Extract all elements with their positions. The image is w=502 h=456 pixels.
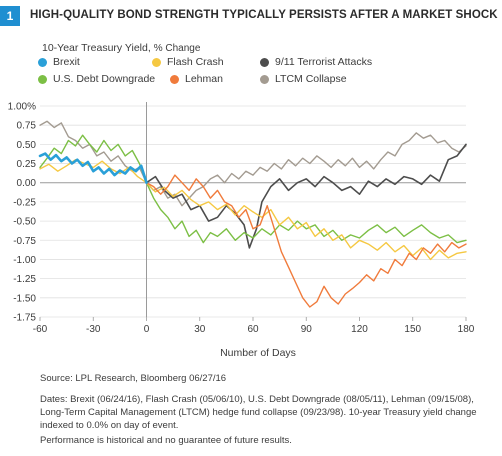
x-tick-label: 180 [458,324,475,335]
y-tick-label: -1.25 [13,274,36,285]
legend-item-lehman: Lehman [170,73,223,85]
legend-swatch-flash-crash [152,57,161,67]
gridlines [40,102,466,318]
figure-number-badge: 1 [0,6,20,26]
legend-swatch-debt-downgrade [38,74,47,84]
disclaimer: Performance is historical and no guarant… [40,435,292,446]
y-tick-label: 0.00 [17,178,37,189]
y-tick-label: 0.50 [17,140,37,151]
y-tick-label: -0.50 [13,217,36,228]
series-line-flash-crash [39,159,467,261]
chart-title: HIGH-QUALITY BOND STRENGTH TYPICALLY PER… [30,9,498,21]
legend-swatch-911 [260,57,269,67]
y-tick-label: 1.00% [8,102,36,113]
line-chart: 1.00% 0.75 0.50 0.25 0.00 -0.25 -0.50 -0.75 -1.0… [8,102,475,360]
legend-label: Flash Crash [167,56,224,68]
legend-item-brexit: Brexit [38,56,80,68]
legend-label: 9/11 Terrorist Attacks [275,56,373,68]
y-tick-label: -1.75 [13,313,36,324]
y-axis-tick-labels: 1.00% 0.75 0.50 0.25 0.00 -0.25 -0.50 -0.75 -1.0… [8,102,37,324]
dates-note: Dates: Brexit (06/24/16), Flash Crash (0… [40,394,477,431]
y-tick-label: 0.75 [17,121,37,132]
legend-item-ltcm: LTCM Collapse [260,73,347,85]
series-line-9-11-terrorist-attacks [145,143,467,249]
y-tick-label: -1.50 [13,293,36,304]
y-tick-label: -0.75 [13,236,36,247]
legend-swatch-ltcm [260,74,269,84]
legend-label: Lehman [185,73,223,85]
legend: Brexit Flash Crash 9/11 Terrorist Attack… [38,56,478,90]
legend-label: Brexit [53,56,80,68]
subtitle-unit: % Change [153,43,201,54]
series-line-u-s-debt-downgrade [39,134,467,244]
y-tick-label: -1.00 [13,255,36,266]
legend-item-911: 9/11 Terrorist Attacks [260,56,372,68]
x-tick-label: 150 [404,324,421,335]
x-tick-label: 0 [144,324,150,335]
subtitle-text: 10-Year Treasury Yield, [42,42,151,54]
legend-item-flash-crash: Flash Crash [152,56,224,68]
series-lines [38,120,467,308]
source-note: Source: LPL Research, Bloomberg 06/27/16 [40,373,227,384]
x-axis-label: Number of Days [220,347,296,359]
x-tick-label: 30 [194,324,206,335]
y-tick-label: 0.25 [17,159,37,170]
y-tick-label: -0.25 [13,197,36,208]
legend-label: U.S. Debt Downgrade [53,73,156,85]
series-line-lehman [145,174,467,308]
x-tick-label: 90 [301,324,313,335]
x-tick-label: 60 [247,324,259,335]
legend-label: LTCM Collapse [275,73,347,85]
x-axis-tick-labels: -60 -30 0 30 60 90 120 150 180 [33,317,475,335]
x-tick-label: -30 [86,324,101,335]
chart-subtitle: 10-Year Treasury Yield, % Change [42,42,200,54]
x-tick-label: -60 [33,324,48,335]
header: 1 HIGH-QUALITY BOND STRENGTH TYPICALLY P… [0,6,502,26]
legend-item-debt-downgrade: U.S. Debt Downgrade [38,73,155,85]
legend-swatch-lehman [170,74,179,84]
series-line-brexit [38,152,148,184]
x-tick-label: 120 [351,324,368,335]
series-line-ltcm-collapse [39,120,467,207]
legend-swatch-brexit [38,57,47,67]
